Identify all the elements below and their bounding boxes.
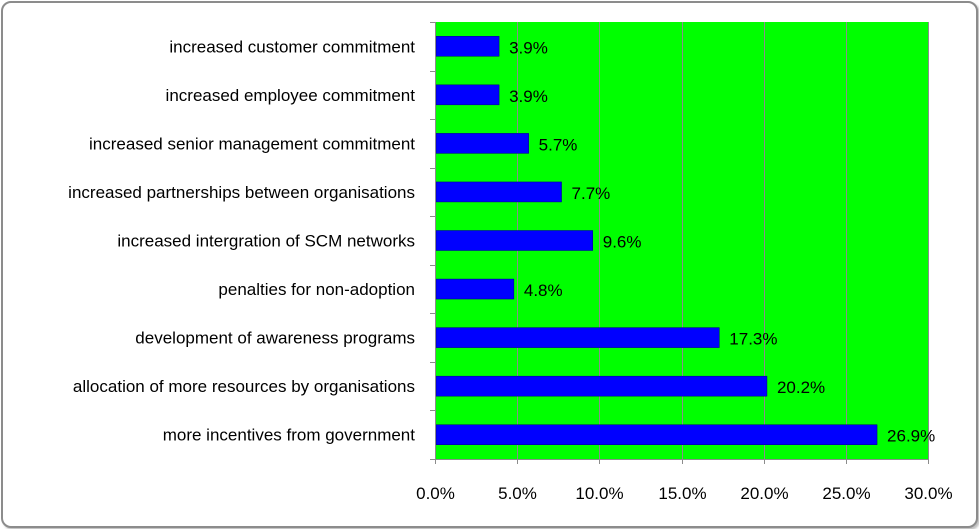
axes xyxy=(430,22,929,464)
category-label: increased senior management commitment xyxy=(89,134,415,153)
bar xyxy=(435,424,878,445)
category-label: more incentives from government xyxy=(163,426,416,445)
category-label: development of awareness programs xyxy=(135,329,415,348)
bars xyxy=(435,36,878,445)
bar xyxy=(435,181,562,203)
category-label: increased employee commitment xyxy=(166,86,416,105)
data-label: 9.6% xyxy=(603,233,642,252)
data-label: 5.7% xyxy=(539,135,578,154)
bar xyxy=(435,133,529,154)
x-tick-label: 5.0% xyxy=(498,484,537,503)
category-label: increased intergration of SCM networks xyxy=(117,232,415,251)
data-label: 17.3% xyxy=(729,330,777,349)
data-label: 26.9% xyxy=(887,427,935,446)
x-tick-label: 0.0% xyxy=(416,484,455,503)
x-tick-label: 25.0% xyxy=(822,484,870,503)
category-label: increased partnerships between organisat… xyxy=(68,183,415,202)
x-tick-label: 30.0% xyxy=(904,484,952,503)
bar xyxy=(435,84,500,106)
bar xyxy=(435,327,720,348)
data-label: 3.9% xyxy=(509,38,548,57)
bar xyxy=(435,36,500,57)
category-label: increased customer commitment xyxy=(169,37,415,56)
data-label: 7.7% xyxy=(572,184,611,203)
data-label: 20.2% xyxy=(777,378,825,397)
data-label: 3.9% xyxy=(509,87,548,106)
labels: 0.0% 5.0% 10.0% 15.0% 20.0% 25.0% 30.0% increas… xyxy=(68,37,952,503)
bar xyxy=(435,230,594,251)
bar xyxy=(435,278,515,300)
x-tick-label: 15.0% xyxy=(658,484,706,503)
category-label: allocation of more resources by organisa… xyxy=(73,377,415,396)
x-tick-label: 20.0% xyxy=(740,484,788,503)
bar xyxy=(435,375,768,397)
x-tick-label: 10.0% xyxy=(575,484,623,503)
data-label: 4.8% xyxy=(524,281,563,300)
category-label: penalties for non-adoption xyxy=(218,280,415,299)
